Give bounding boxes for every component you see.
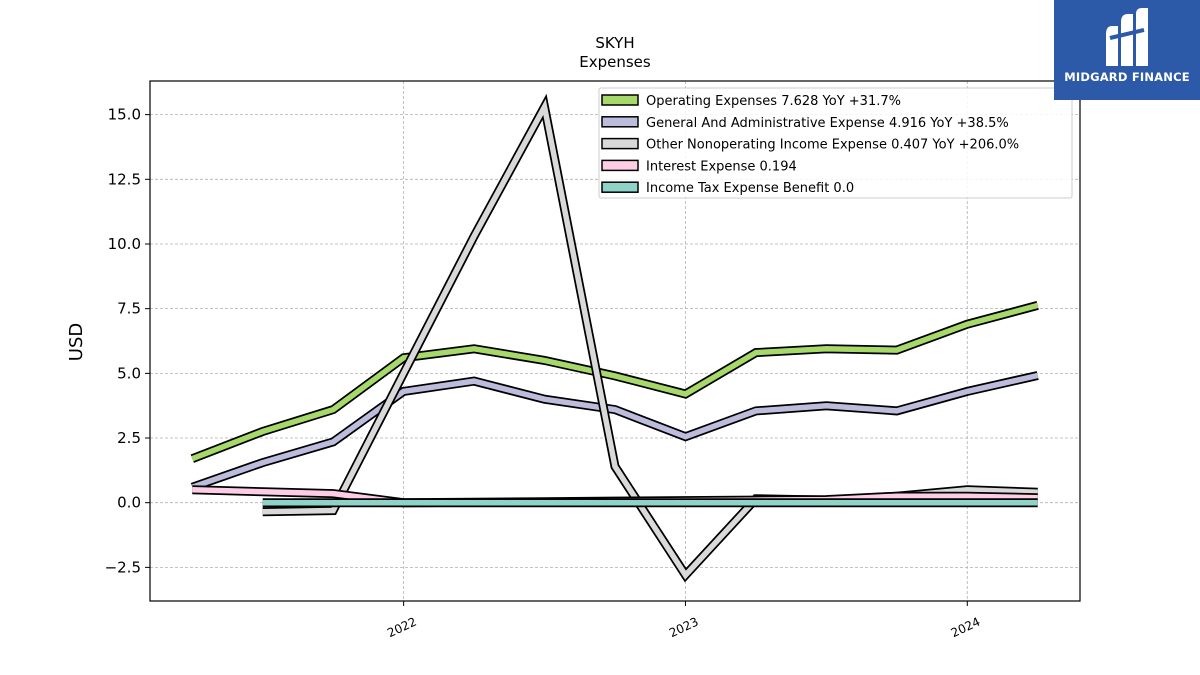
legend-swatch — [601, 159, 639, 172]
y-tick-label: 10.0 — [108, 235, 141, 253]
y-tick-label: −2.5 — [105, 558, 141, 576]
legend-swatch — [601, 94, 639, 106]
series-line — [190, 371, 1039, 492]
chart-title: SKYH — [595, 34, 634, 52]
series-line — [190, 301, 1039, 463]
y-tick-label: 5.0 — [117, 364, 141, 382]
y-tick-label: 2.5 — [117, 429, 141, 447]
y-tick-label: 15.0 — [108, 106, 141, 124]
series-line-fill — [191, 372, 1039, 490]
series-layer — [190, 93, 1039, 583]
logo-text: MIDGARD FINANCE — [1064, 70, 1190, 84]
x-tick-label: 2024 — [949, 615, 983, 641]
legend-swatch — [601, 116, 639, 128]
legend-label: Income Tax Expense Benefit 0.0 — [646, 181, 854, 196]
x-tick-label: 2022 — [385, 615, 419, 641]
legend-label: Other Nonoperating Income Expense 0.407 … — [646, 138, 1019, 153]
legend: Operating Expenses 7.628 YoY +31.7% Gener… — [598, 87, 1073, 199]
legend-swatch — [601, 137, 639, 150]
legend-label: General And Administrative Expense 4.916… — [646, 116, 1009, 131]
series-line-fill — [191, 302, 1039, 462]
legend-label: Operating Expenses 7.628 YoY +31.7% — [646, 94, 901, 109]
series-line-outline — [190, 301, 1039, 463]
chart-subtitle: Expenses — [579, 53, 651, 71]
y-tick-label: 0.0 — [117, 494, 141, 512]
legend-box — [598, 87, 1073, 199]
legend-swatch — [601, 181, 639, 193]
plot-frame — [149, 80, 1081, 602]
midgard-finance-logo: MIDGARD FINANCE — [1054, 0, 1200, 100]
y-tick-label: 12.5 — [108, 170, 141, 188]
legend-label: Interest Expense 0.194 — [646, 159, 797, 174]
y-axis-label: USD — [66, 323, 87, 361]
x-tick-label: 2023 — [667, 615, 701, 641]
logo-mark-icon — [1106, 8, 1148, 66]
y-tick-label: 7.5 — [117, 300, 141, 318]
